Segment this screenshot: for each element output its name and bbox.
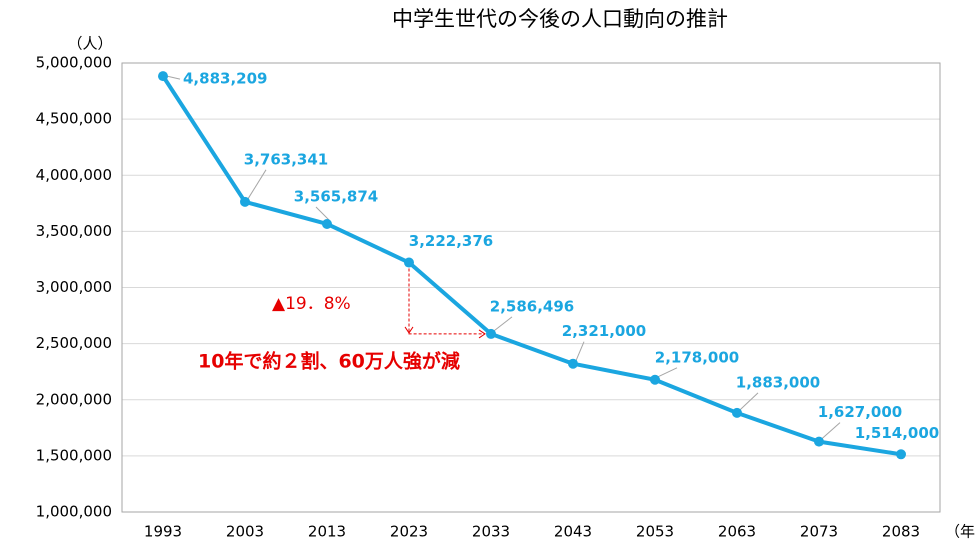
data-label: 1,514,000 — [855, 424, 939, 442]
x-tick-label: 2053 — [636, 523, 674, 541]
data-point — [486, 328, 496, 339]
y-tick-label: 1,500,000 — [36, 446, 112, 464]
data-point — [896, 449, 906, 460]
arrow-head — [404, 326, 486, 339]
data-point — [650, 374, 660, 385]
y-tick-label: 1,000,000 — [36, 503, 112, 521]
x-tick-label: 2083 — [882, 523, 920, 541]
data-point — [322, 218, 332, 229]
data-point — [732, 407, 742, 418]
data-point — [240, 196, 250, 207]
plot-frame — [121, 62, 941, 513]
x-tick-label: 2023 — [390, 523, 428, 541]
leader-line — [575, 341, 585, 361]
data-label: 1,883,000 — [736, 373, 820, 391]
chart-title: 中学生世代の今後の人口動向の推計 — [392, 7, 728, 31]
data-label: 3,222,376 — [409, 232, 493, 250]
data-label: 3,763,341 — [244, 150, 328, 168]
x-unit: （年） — [945, 523, 975, 541]
data-point — [404, 257, 414, 268]
leader-line — [821, 422, 841, 439]
leader-line — [493, 316, 513, 332]
y-tick-label: 3,000,000 — [36, 278, 112, 296]
x-tick-label: 2073 — [800, 523, 838, 541]
data-point — [568, 358, 578, 369]
y-tick-label: 2,500,000 — [36, 334, 112, 352]
data-label: 4,883,209 — [183, 70, 267, 88]
data-label: 2,178,000 — [655, 348, 739, 366]
leader-line — [739, 392, 759, 411]
y-tick-label: 3,500,000 — [36, 222, 112, 240]
data-label: 2,321,000 — [562, 322, 646, 340]
leader-line — [247, 169, 267, 200]
annotation: ▲19．8% — [272, 294, 351, 314]
leader-line — [657, 367, 678, 378]
x-tick-label: 2013 — [308, 523, 346, 541]
y-tick-label: 5,000,000 — [36, 54, 112, 72]
data-label: 2,586,496 — [490, 297, 574, 315]
leader-line — [166, 75, 181, 80]
x-tick-label: 2003 — [226, 523, 264, 541]
annotation-arrow — [408, 268, 485, 335]
data-point — [158, 71, 168, 82]
y-tick-label: 4,000,000 — [36, 166, 112, 184]
data-point — [814, 436, 824, 447]
data-label: 3,565,874 — [294, 187, 378, 205]
x-tick-label: 2033 — [472, 523, 510, 541]
x-tick-label: 2043 — [554, 523, 592, 541]
y-unit: （人） — [67, 35, 112, 53]
y-tick-label: 2,000,000 — [36, 390, 112, 408]
data-label: 1,627,000 — [818, 403, 902, 421]
annotation: 10年で約２割、60万人強が減 — [198, 350, 460, 373]
leader-line — [315, 206, 331, 222]
x-tick-label: 2063 — [718, 523, 756, 541]
series-line — [161, 75, 902, 457]
y-tick-label: 4,500,000 — [36, 110, 112, 128]
x-tick-label: 1993 — [144, 523, 182, 541]
